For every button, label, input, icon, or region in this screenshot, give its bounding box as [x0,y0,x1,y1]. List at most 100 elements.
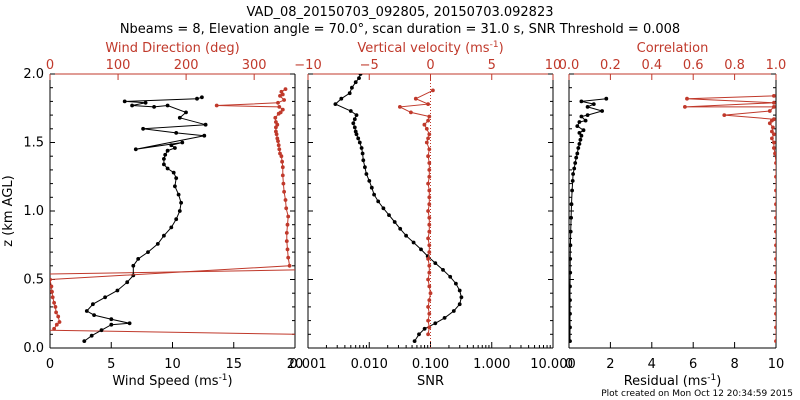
data-point [581,128,586,133]
data-point [50,284,54,289]
data-point [583,118,588,123]
data-point [333,102,338,106]
data-point [427,202,432,207]
data-point [428,291,433,296]
data-point [772,140,776,145]
data-point [180,140,185,145]
data-point [424,126,429,131]
data-point [352,125,357,130]
data-point [369,185,374,190]
top-tick-label: 200 [174,58,199,73]
data-point [367,179,372,183]
data-point [163,152,168,157]
data-point [274,120,278,124]
data-point [350,85,354,90]
data-point [131,273,136,278]
data-point [426,332,430,337]
data-point [387,213,391,218]
data-point [426,236,430,241]
data-point [773,151,776,156]
data-point [427,298,432,302]
data-point [413,96,418,101]
data-point [571,172,575,176]
data-point [424,140,429,145]
data-point [122,99,127,104]
data-point [570,188,574,193]
data-point [92,313,96,317]
top-tick-label: 0.0 [559,58,580,73]
data-point [767,109,772,113]
data-point [419,247,423,252]
data-point [774,174,776,179]
data-point [381,206,386,211]
data-point [53,305,58,309]
data-point [286,255,291,260]
data-point [282,189,286,194]
top-tick-label: 0.2 [600,58,621,73]
data-point [99,328,104,333]
data-point [569,215,573,220]
data-point [772,105,776,109]
top-label-end: ) [499,41,504,56]
data-point [276,143,281,148]
data-point [282,98,286,102]
data-point [426,136,430,141]
data-point [284,239,289,244]
data-point [774,311,776,316]
panel-0-top-label: Wind Direction (deg) [105,41,239,56]
data-point [427,270,432,275]
data-point [130,103,135,108]
data-point [281,181,286,186]
data-point [52,300,56,305]
data-point [177,115,182,120]
data-point [459,295,464,300]
data-point [569,311,572,316]
data-point [448,274,453,279]
data-point [361,158,366,163]
data-point [352,117,357,122]
data-point [278,94,282,98]
data-point [685,96,689,101]
data-point [162,233,166,238]
data-point [200,95,204,100]
data-point [427,243,432,248]
data-point [774,325,776,330]
data-point [569,270,573,275]
data-point [457,302,462,307]
data-point [772,146,776,150]
data-point [427,147,432,152]
data-point [772,94,776,98]
panel-correlation: 0 2 4 6 8 10 0.0 0.2 0.4 0.6 0.8 1.0 Residual (ms-1)… [559,41,787,389]
data-point [426,154,430,159]
data-point [103,295,107,300]
x-tick-label: 0 [46,357,54,372]
panel-2-top-label: Correlation [637,41,709,56]
data-point [577,131,582,135]
x-tick-label: 8 [730,357,738,372]
data-point [363,165,367,170]
data-point [165,148,170,153]
data-point [173,146,177,150]
top-tick-label: −10 [294,58,321,73]
data-point [347,91,352,96]
xlabel-text: SNR [417,374,444,389]
data-point [283,198,288,202]
boundary-line [50,329,295,335]
data-point [54,322,59,327]
data-point [136,257,141,261]
data-point [84,309,89,313]
data-point [141,126,146,131]
data-point [203,122,208,127]
data-point [579,133,584,138]
series-line-residual [569,98,607,342]
data-point [57,320,62,324]
top-tick-label: 0 [46,58,54,73]
data-point [358,74,363,76]
data-point [280,173,285,178]
data-point [577,120,582,124]
data-point [133,147,138,152]
boundary-line [50,269,295,275]
data-point [412,339,417,343]
